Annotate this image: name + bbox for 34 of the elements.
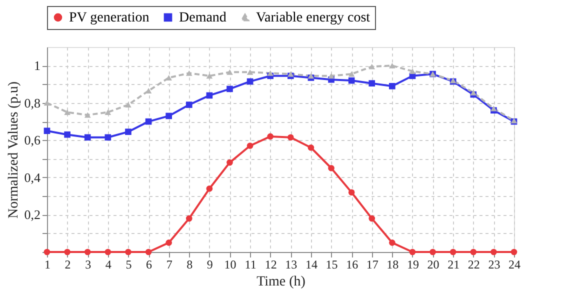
x-tick-label: 12 <box>264 258 277 272</box>
x-tick-label: 7 <box>166 258 172 272</box>
legend-label: PV generation <box>69 10 150 26</box>
x-tick-label: 6 <box>146 258 152 272</box>
x-tick-label: 3 <box>85 258 92 272</box>
x-tick-label: 14 <box>305 258 318 272</box>
x-tick-label: 24 <box>508 258 520 272</box>
x-tick-label: 15 <box>326 258 338 272</box>
x-tick-label: 9 <box>206 258 213 272</box>
x-tick-label: 18 <box>386 258 399 272</box>
y-axis-title: Normalized Values (p.u) <box>6 81 22 218</box>
x-tick-label: 19 <box>406 258 419 272</box>
x-tick-label: 17 <box>366 258 378 272</box>
y-tick-label: 0,2 <box>24 207 40 222</box>
y-tick-label: 1 <box>34 58 40 74</box>
legend-label: Demand <box>179 10 226 26</box>
x-tick-label: 23 <box>488 258 500 272</box>
x-tick-label: 2 <box>64 258 71 272</box>
x-tick-label: 1 <box>44 258 50 272</box>
x-tick-label: 16 <box>346 258 358 272</box>
x-tick-label: 8 <box>186 258 193 272</box>
y-tick-label: 0,4 <box>24 170 41 185</box>
x-tick-label: 20 <box>427 258 440 272</box>
legend-label: Variable energy cost <box>256 10 370 26</box>
y-tick-label: 0,6 <box>24 132 41 148</box>
x-axis-title: Time (h) <box>256 274 306 290</box>
x-tick-label: 11 <box>244 258 256 272</box>
x-tick-label: 10 <box>224 258 236 272</box>
x-tick-label: 21 <box>448 258 460 272</box>
x-tick-label: 22 <box>468 258 480 272</box>
y-tick-label: 0,8 <box>24 95 40 110</box>
x-tick-label: 5 <box>126 258 132 272</box>
x-tick-label: 13 <box>285 258 298 272</box>
x-tick-label: 4 <box>105 258 112 272</box>
